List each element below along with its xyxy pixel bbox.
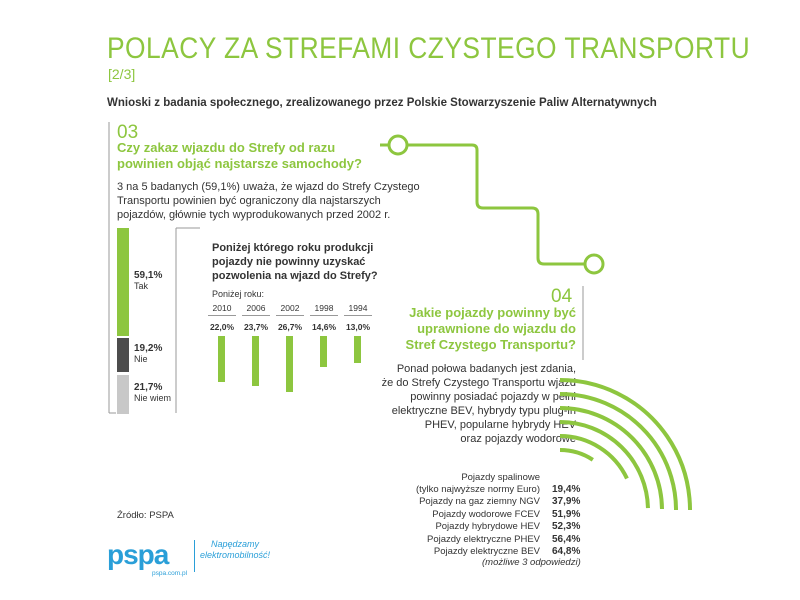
section4-number: 04 <box>551 286 573 307</box>
page-subtitle: Wnioski z badania społecznego, zrealizow… <box>107 97 657 109</box>
radial-bar-5 <box>560 378 692 510</box>
tagline-line2: elektromobilność! <box>200 550 271 560</box>
vehicle-label: Pojazdy wodorowe FCEV <box>432 508 540 520</box>
year-value-label: 23,7% <box>243 322 269 332</box>
year-value-label: 26,7% <box>277 322 303 332</box>
stack-percent-label: 19,2% <box>134 343 163 355</box>
vehicle-label: Pojazdy na gaz ziemny NGV <box>419 496 540 507</box>
year-bar-1998 <box>320 336 327 367</box>
source-text: Źródło: PSPA <box>117 510 174 521</box>
stack-segment-nie <box>117 337 129 373</box>
stack-category-label: Nie <box>134 354 148 365</box>
vehicle-list: Pojazdy spalinowe 19,4% (tylko najwyższe n… <box>300 472 620 572</box>
vehicle-percent: 52,3% <box>552 521 581 532</box>
section3-body: 3 na 5 badanych (59,1%) uważa, że wjazd … <box>117 180 437 222</box>
stack-percent-label: 59,1% <box>134 269 163 281</box>
year-tick-label: 2002 <box>280 303 300 313</box>
section3-number: 03 <box>117 122 139 143</box>
radial-bar-chart <box>560 378 692 510</box>
section3-body-line2: Transportu powinien być ograniczony dla … <box>117 195 381 207</box>
sub-question: Poniżej którego roku produkcji pojazdy n… <box>212 241 397 283</box>
below-year-label: Poniżej roku: <box>212 289 265 299</box>
vehicle-note-label: (tylko najwyższe normy Euro) <box>415 484 540 495</box>
vehicle-percent: 37,9% <box>552 496 581 507</box>
tagline-line1: Napędzamy <box>210 539 260 549</box>
year-tick-label: 1994 <box>348 303 368 313</box>
page-number: [2/3] <box>108 66 136 82</box>
radial-bar-4 <box>560 392 678 510</box>
sub-question-line1: Poniżej którego roku produkcji <box>212 242 374 254</box>
route-line <box>380 143 584 266</box>
vehicle-label: Pojazdy spalinowe <box>461 472 540 483</box>
stack-label-group: 59,1% Tak <box>134 270 162 291</box>
sub-question-line2: pojazdy nie powinny uzyskać <box>212 256 366 268</box>
year-value-label: 13,0% <box>345 322 371 332</box>
page-title: POLACY ZA STREFAMI CZYSTEGO TRANSPORTU <box>107 32 751 65</box>
stack-segment-nie-wiem <box>117 374 129 414</box>
stack-label-group: 21,7% Nie wiem <box>134 382 171 403</box>
year-separator <box>344 315 372 316</box>
stack-category-label: Nie wiem <box>134 393 172 404</box>
pspa-logo: pspa <box>107 539 169 570</box>
stacked-bar-chart <box>117 228 129 414</box>
tagline: Napędzamy elektromobilność! <box>200 539 270 561</box>
section3-question-line1: Czy zakaz wjazdu do Strefy od razu <box>117 140 336 155</box>
section4-question-line1: Jakie pojazdy powinny być <box>409 305 576 320</box>
stack-category-label: Tak <box>134 280 149 291</box>
year-bar-1994 <box>354 336 361 364</box>
sub-question-line3: pozwolenia na wjazd do Strefy? <box>212 270 378 282</box>
vehicle-percent: 56,4% <box>552 533 581 545</box>
year-separator <box>208 315 236 316</box>
section3-body-line1: 3 na 5 badanych (59,1%) uważa, że wjazd … <box>117 181 420 193</box>
section3-question-line2: powinien objąć najstarsze samochody? <box>117 156 362 171</box>
section3-body-line3: pojazdów, głównie tych wyprodukowanych p… <box>117 209 391 221</box>
vehicle-note: (możliwe 3 odpowiedzi) <box>482 557 581 568</box>
year-tick-label: 2006 <box>246 303 266 313</box>
section4-body-line4: elektryczne BEV, hybrydy typu plug-in <box>391 405 576 417</box>
logo-url: pspa.com.pl <box>152 570 188 577</box>
section4-body-line6: oraz pojazdy wodorowe <box>460 433 576 445</box>
year-tick-label: 1998 <box>314 303 334 313</box>
year-tick-label: 2010 <box>212 303 232 313</box>
year-bar-chart: 2010 22,0% 2006 23,7% 2002 26,7% 1998 14,6% 1994… <box>205 300 380 400</box>
vehicle-label: Pojazdy hybrydowe HEV <box>435 521 540 532</box>
route-end-dot <box>583 253 605 275</box>
section4-body-line2: że do Strefy Czystego Transportu wjazd <box>381 377 576 389</box>
section4-body-line5: PHEV, popularne hybrydy HEV <box>424 419 576 431</box>
section4-body: Ponad połowa badanych jest zdania, że do… <box>346 362 576 446</box>
year-separator <box>276 315 304 316</box>
year-separator <box>242 315 270 316</box>
year-bar-2002 <box>286 336 293 393</box>
section4-question-line2: uprawnione do wjazdu do <box>417 321 576 336</box>
vehicle-percent: 64,8% <box>552 546 581 557</box>
radial-bar-0 <box>560 448 594 462</box>
vehicle-label: Pojazdy elektryczne BEV <box>433 546 540 557</box>
stack-percent-label: 21,7% <box>134 382 163 394</box>
vehicle-label: Pojazdy elektryczne PHEV <box>427 533 540 545</box>
logo-divider <box>194 540 195 572</box>
stack-label-group: 19,2% Nie <box>134 343 162 364</box>
radial-bar-3 <box>560 406 664 510</box>
radial-bar-2 <box>560 420 650 509</box>
stack-segment-tak <box>117 228 129 336</box>
vehicle-percent: 19,4% <box>552 484 581 495</box>
section4-body-line1: Ponad połowa badanych jest zdania, <box>396 363 576 375</box>
section3-question: Czy zakaz wjazdu do Strefy od razu powin… <box>117 140 407 172</box>
stacked-bar-labels: 59,1% Tak 19,2% Nie 21,7% Nie wiem <box>134 228 176 414</box>
year-separator <box>310 315 338 316</box>
year-bar-2006 <box>252 336 259 386</box>
section4-question-line3: Stref Czystego Transportu? <box>405 337 576 352</box>
route-start-dot <box>387 134 409 156</box>
year-value-label: 14,6% <box>311 322 337 332</box>
section4-body-line3: powinny posiadać pojazdy w pełni <box>410 391 576 403</box>
section4-question: Jakie pojazdy powinny być uprawnione do … <box>383 305 576 353</box>
year-bar-2010 <box>218 336 225 383</box>
year-value-label: 22,0% <box>209 322 235 332</box>
radial-bar-1 <box>560 434 629 480</box>
vehicle-percent: 51,9% <box>552 508 581 520</box>
